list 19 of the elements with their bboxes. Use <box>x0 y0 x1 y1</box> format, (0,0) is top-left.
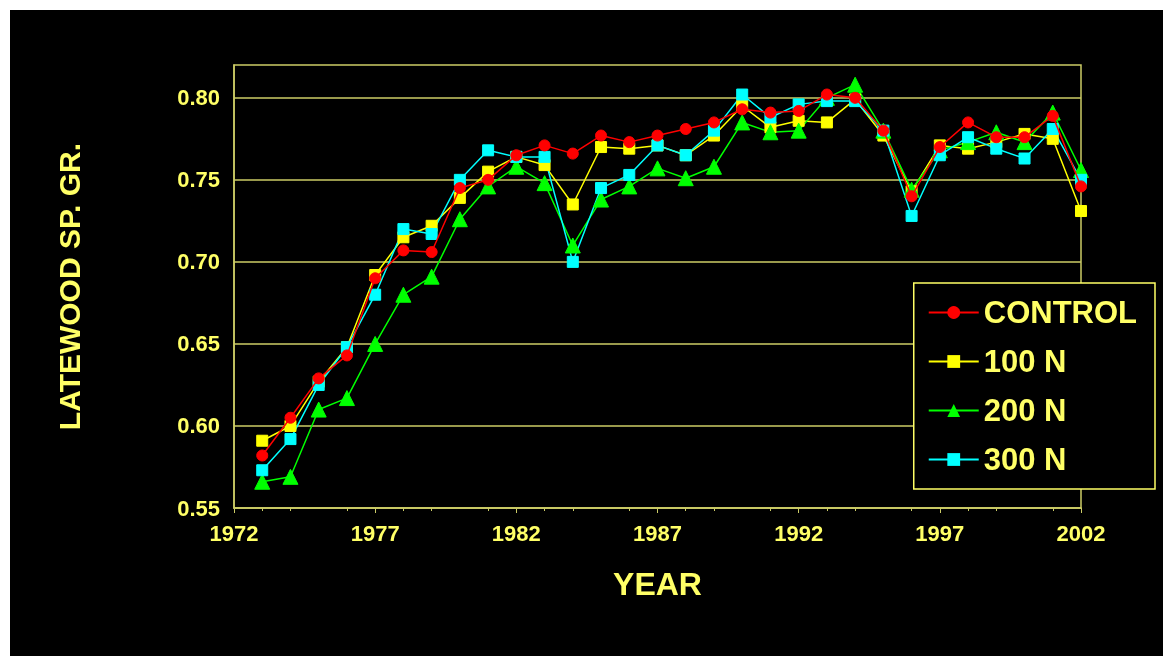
y-tick-label: 0.60 <box>177 413 220 439</box>
y-tick-label: 0.55 <box>177 495 220 521</box>
y-tick-label: 0.70 <box>177 249 220 275</box>
x-tick-label: 1977 <box>350 520 400 546</box>
x-tick-label: 1997 <box>915 520 965 546</box>
x-tick-label: 2002 <box>1056 520 1106 546</box>
y-tick-label: 0.65 <box>177 331 220 357</box>
x-tick-label: 1992 <box>774 520 824 546</box>
legend-label: 100 N <box>983 344 1067 379</box>
x-axis-title: YEAR <box>613 566 702 602</box>
legend-label: 300 N <box>983 442 1067 477</box>
x-tick-label: 1972 <box>209 520 259 546</box>
y-tick-label: 0.75 <box>177 167 220 193</box>
legend-label: CONTROL <box>983 295 1138 330</box>
legend-label: 200 N <box>983 393 1067 428</box>
x-tick-label: 1987 <box>633 520 682 546</box>
y-axis-title: LATEWOOD SP. GR. <box>52 142 86 431</box>
x-tick-label: 1982 <box>491 520 541 546</box>
y-tick-label: 0.80 <box>177 85 220 111</box>
